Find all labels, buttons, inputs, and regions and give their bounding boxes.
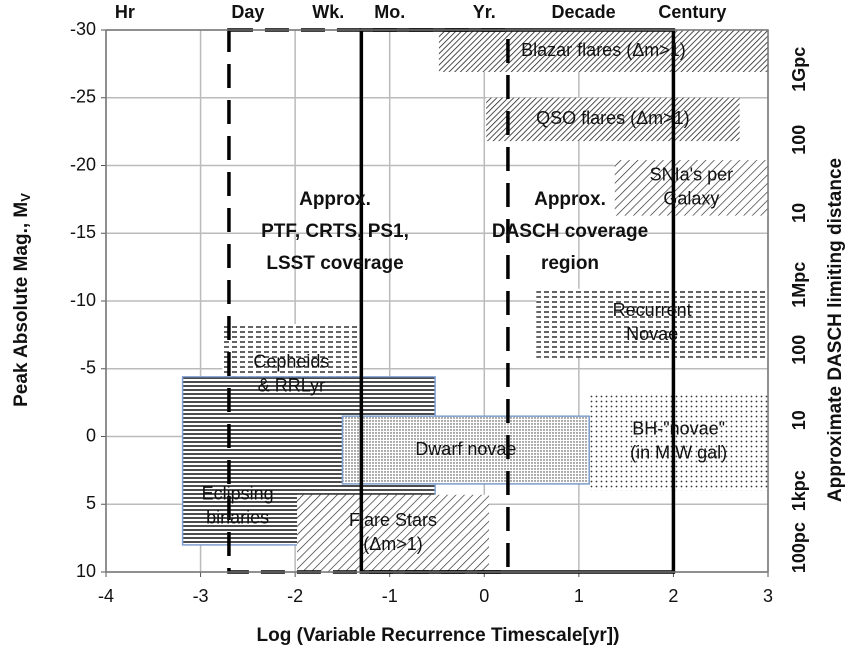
y2-tick-label: 10 <box>789 410 809 430</box>
x-tick-label: 0 <box>479 586 489 606</box>
region-label: Dwarf novae <box>415 439 516 459</box>
region-label: Galaxy <box>663 189 719 209</box>
x-tick-label: -1 <box>382 586 398 606</box>
top-tick-label: Wk. <box>312 2 344 22</box>
top-tick-label: Yr. <box>473 2 496 22</box>
region <box>589 393 768 491</box>
y-axis-label: Peak Absolute Mag., MV <box>11 193 33 407</box>
x-tick-label: -3 <box>193 586 209 606</box>
y-axis-label-sub: V <box>18 193 33 202</box>
y-tick-label: 0 <box>86 425 96 445</box>
x-axis-label: Log (Variable Recurrence Timescale[yr]) <box>257 625 620 646</box>
y-tick-label: -20 <box>70 154 96 174</box>
y2-tick-label: 100pc <box>789 522 809 573</box>
region-label: (in M W gal) <box>630 443 727 463</box>
coverage-box <box>227 28 510 574</box>
region-label: Flare Stars <box>349 510 437 530</box>
region <box>438 30 768 73</box>
top-tick-label: Century <box>658 2 726 22</box>
region <box>536 288 768 358</box>
y-tick-label: 10 <box>76 561 96 581</box>
region <box>614 160 768 216</box>
region-label: Novae <box>626 324 678 344</box>
region-label: BH-"novae" <box>632 419 725 439</box>
y-axis-label-main: Peak Absolute Mag., M <box>11 202 32 407</box>
top-tick-label: Hr <box>115 2 135 22</box>
region-label: Approx. <box>534 189 606 210</box>
x-tick-label: 3 <box>763 586 773 606</box>
region-label: (Δm>1) <box>363 534 423 554</box>
y2-tick-label: 1kpc <box>789 470 809 511</box>
region <box>341 415 591 485</box>
top-tick-label: Decade <box>552 2 616 22</box>
y-tick-label: -5 <box>80 358 96 378</box>
region-label: binaries <box>206 508 269 528</box>
x-tick-label: -2 <box>287 586 303 606</box>
region-label: region <box>541 253 599 274</box>
x-tick-label: 2 <box>668 586 678 606</box>
y-tick-label: -10 <box>70 290 96 310</box>
region-label: QSO flares (Δm>1) <box>536 108 690 128</box>
y2-axis-label: Approximate DASCH limiting distance <box>825 158 846 502</box>
region-label: Recurrent <box>613 300 692 320</box>
region-label: Eclipsing <box>202 484 274 504</box>
x-tick-label: -4 <box>98 586 114 606</box>
x-tick-label: 1 <box>574 586 584 606</box>
region-label: Blazar flares (Δm>1) <box>521 40 686 60</box>
region-label: Approx. <box>299 189 371 210</box>
y-tick-label: -30 <box>70 19 96 39</box>
region-label: Cepheids <box>253 352 329 372</box>
top-tick-label: Day <box>231 2 264 22</box>
y2-tick-label: 1Gpc <box>789 47 809 92</box>
y2-tick-label: 10 <box>789 203 809 223</box>
y-tick-label: -25 <box>70 87 96 107</box>
y2-tick-label: 100 <box>789 335 809 365</box>
top-tick-label: Mo. <box>374 2 405 22</box>
y-tick-label: -15 <box>70 222 96 242</box>
region <box>297 494 490 572</box>
region-label: DASCH coverage <box>492 221 648 242</box>
y-tick-label: 5 <box>86 493 96 513</box>
region-label: & RRLyr <box>258 376 325 396</box>
y2-tick-label: 100 <box>789 125 809 155</box>
plot-frame <box>105 29 769 573</box>
region-label: LSST coverage <box>266 253 403 274</box>
region <box>486 97 740 142</box>
region-label: PTF, CRTS, PS1, <box>261 221 409 242</box>
region-label: SNIa's per <box>650 165 733 185</box>
y2-tick-label: 1Mpc <box>789 262 809 308</box>
